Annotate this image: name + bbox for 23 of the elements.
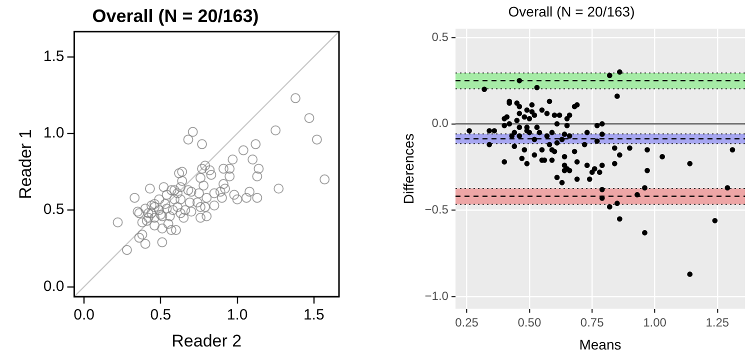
x-tick-label: 1.25 xyxy=(706,315,730,330)
x-tick-label: 1.5 xyxy=(303,306,324,324)
x-axis-title: Reader 2 xyxy=(172,331,242,350)
y-tick-label: −0.5 xyxy=(424,202,449,217)
y-tick-label: 1.0 xyxy=(43,124,64,142)
x-axis-title: Means xyxy=(579,336,622,352)
y-tick-label: 0.0 xyxy=(43,278,64,295)
x-tick-label: 1.00 xyxy=(643,315,667,330)
y-axis-title: Differences xyxy=(400,134,416,204)
y-tick-label: 0.5 xyxy=(43,201,64,218)
x-tick-label: 1.0 xyxy=(226,306,248,324)
x-tick-label: 0.5 xyxy=(150,306,172,324)
x-tick-label: 0.75 xyxy=(580,315,604,330)
x-tick-label: 0.0 xyxy=(74,306,94,324)
x-tick-label: 0.25 xyxy=(455,315,479,330)
y-tick-label: −1.0 xyxy=(424,289,449,304)
x-tick-label: 0.50 xyxy=(518,315,542,330)
chart-title: Overall (N = 20/163) xyxy=(508,3,635,20)
chart-title: Overall (N = 20/163) xyxy=(92,6,259,26)
y-tick-label: 0.0 xyxy=(432,116,449,130)
y-tick-label: 1.5 xyxy=(43,48,64,65)
y-axis-title: Reader 1 xyxy=(16,129,35,200)
y-tick-label: 0.5 xyxy=(432,30,449,44)
